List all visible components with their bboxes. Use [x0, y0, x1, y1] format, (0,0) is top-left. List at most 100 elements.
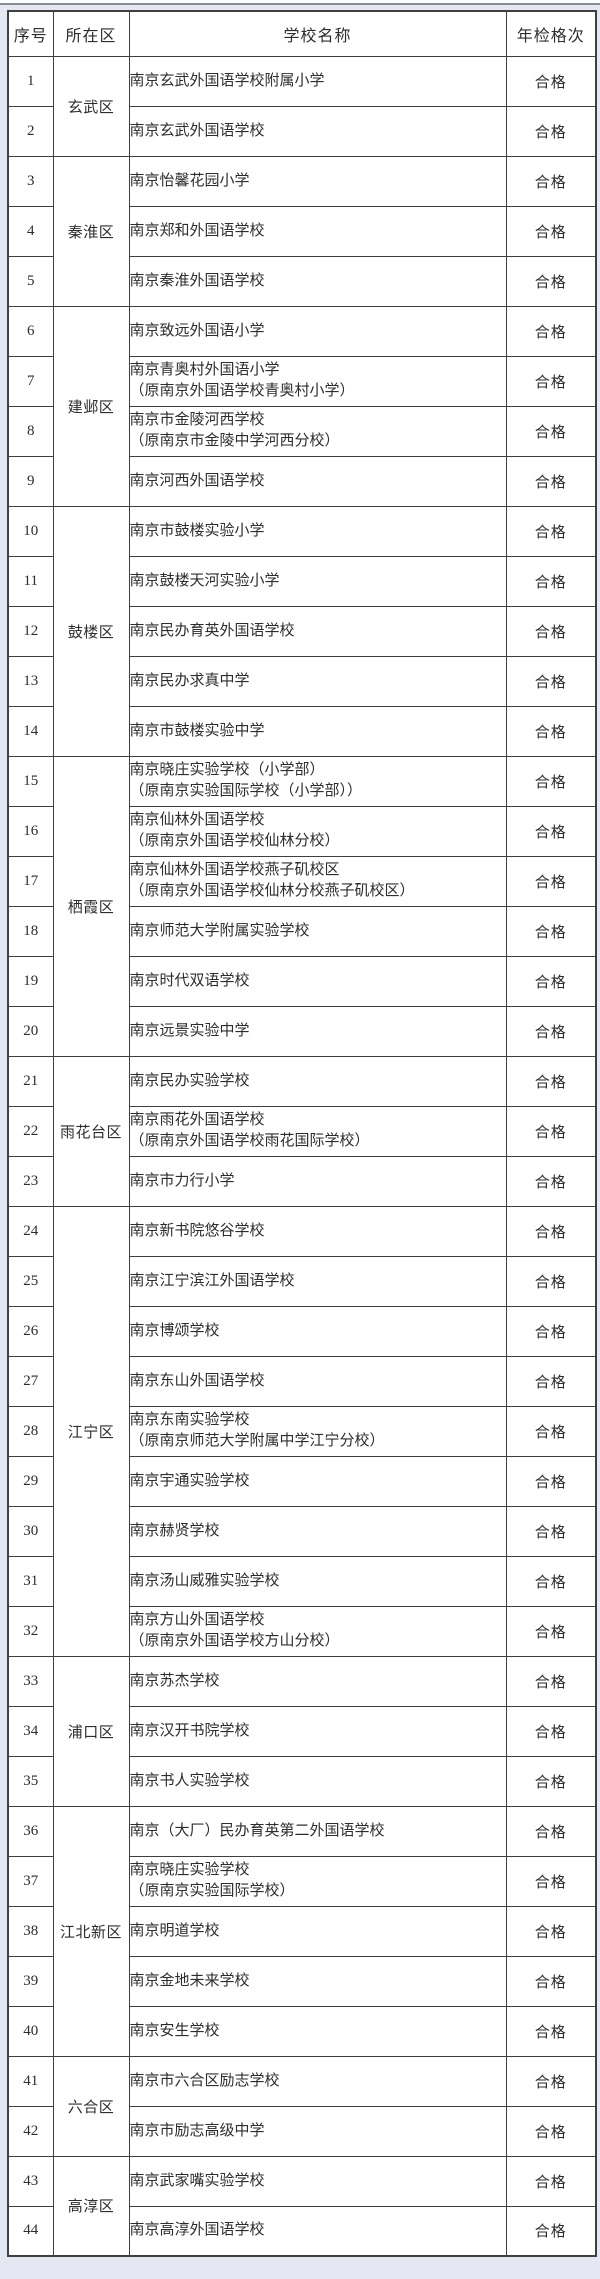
table-row: 7 南京青奥村外国语小学 （原南京外国语学校青奥村小学） 合格: [7, 355, 597, 407]
school-name: 南京民办育英外国语学校: [129, 622, 295, 639]
school-name-cell: 南京远景实验中学: [128, 1005, 507, 1057]
row-seq-cell: 18: [7, 905, 54, 957]
inspection-status-cell: 合格: [505, 2155, 597, 2207]
row-seq-cell: 39: [7, 1955, 54, 2007]
school-name-cell: 南京汉开书院学校: [128, 1705, 507, 1757]
school-name-cell: 南京市力行小学: [128, 1155, 507, 1207]
table-row: 44 南京高淳外国语学校 合格: [7, 2205, 597, 2257]
table-row: 37 南京晓庄实验学校 （原南京实验国际学校） 合格: [7, 1855, 597, 1907]
school-name: 南京汤山威雅实验学校: [129, 1572, 280, 1589]
row-seq-cell: 40: [7, 2005, 54, 2057]
inspection-status-cell: 合格: [505, 1055, 597, 1107]
col-header-seq: 序号: [7, 10, 54, 57]
school-name-cell: 南京博颂学校: [128, 1305, 507, 1357]
row-seq-cell: 42: [7, 2105, 54, 2157]
school-name: 南京安生学校: [129, 2022, 220, 2039]
school-name: 南京晓庄实验学校: [129, 1862, 250, 1878]
top-divider-rule: [0, 3, 600, 5]
table-row: 27 南京东山外国语学校 合格: [7, 1355, 597, 1407]
school-name-cell: 南京时代双语学校: [128, 955, 507, 1007]
row-seq-cell: 8: [7, 405, 54, 457]
row-seq-cell: 43: [7, 2155, 54, 2207]
inspection-status-cell: 合格: [505, 1305, 597, 1357]
school-former-name: （原南京实验国际学校（小学部））: [129, 783, 363, 799]
school-name: 南京师范大学附属实验学校: [129, 922, 310, 939]
school-name-cell: 南京安生学校: [128, 2005, 507, 2057]
school-name-cell: 南京民办求真中学: [128, 655, 507, 707]
col-header-school-name: 学校名称: [128, 10, 507, 57]
school-name-cell: 南京雨花外国语学校 （原南京外国语学校雨花国际学校）: [128, 1105, 507, 1157]
district-cell: 秦淮区: [52, 155, 130, 307]
school-name-cell: 南京师范大学附属实验学校: [128, 905, 507, 957]
table-row: 30 南京赫贤学校 合格: [7, 1505, 597, 1557]
school-name: 南京怡馨花园小学: [129, 172, 250, 189]
row-seq-cell: 15: [7, 755, 54, 807]
row-seq-cell: 10: [7, 505, 54, 557]
school-name: 南京时代双语学校: [129, 972, 250, 989]
inspection-status-cell: 合格: [505, 1255, 597, 1307]
school-name-cell: 南京新书院悠谷学校: [128, 1205, 507, 1257]
row-seq-cell: 24: [7, 1205, 54, 1257]
school-name-cell: 南京武家嘴实验学校: [128, 2155, 507, 2207]
school-name: 南京市励志高级中学: [129, 2122, 265, 2139]
table-row: 32 南京方山外国语学校 （原南京外国语学校方山分校） 合格: [7, 1605, 597, 1657]
school-name-cell: 南京市鼓楼实验小学: [128, 505, 507, 557]
district-cell: 六合区: [52, 2055, 130, 2157]
inspection-status-cell: 合格: [505, 1555, 597, 1607]
col-header-district: 所在区: [52, 10, 130, 57]
table-row: 40 南京安生学校 合格: [7, 2005, 597, 2057]
inspection-status-cell: 合格: [505, 905, 597, 957]
table-row: 3 秦淮区 南京怡馨花园小学 合格: [7, 155, 597, 307]
table-row: 14 南京市鼓楼实验中学 合格: [7, 705, 597, 757]
row-seq-cell: 33: [7, 1655, 54, 1707]
district-cell: 浦口区: [52, 1655, 130, 1807]
school-name-cell: 南京赫贤学校: [128, 1505, 507, 1557]
school-table-body: 1 玄武区 南京玄武外国语学校附属小学 合格 2 南京玄武外国语学校 合格 3 秦淮区 南京怡馨花…: [7, 55, 597, 2257]
table-row: 6 建邺区 南京致远外国语小学 合格: [7, 305, 597, 507]
school-former-name: （原南京外国语学校仙林分校燕子矶校区）: [129, 883, 415, 899]
table-row: 21 雨花台区 南京民办实验学校 合格: [7, 1055, 597, 1207]
col-header-inspection-result: 年检格次: [505, 10, 597, 57]
school-name-cell: 南京玄武外国语学校: [128, 105, 507, 157]
school-name: 南京市力行小学: [129, 1172, 235, 1189]
row-seq-cell: 17: [7, 855, 54, 907]
school-name-cell: 南京秦淮外国语学校: [128, 255, 507, 307]
table-row: 22 南京雨花外国语学校 （原南京外国语学校雨花国际学校） 合格: [7, 1105, 597, 1157]
table-row: 9 南京河西外国语学校 合格: [7, 455, 597, 507]
school-name: 南京市金陵河西学校: [129, 412, 265, 428]
school-name: 南京仙林外国语学校燕子矶校区: [129, 862, 340, 878]
school-name: 南京民办实验学校: [129, 1072, 250, 1089]
table-row: 29 南京宇通实验学校 合格: [7, 1455, 597, 1507]
table-row: 25 南京江宁滨江外国语学校 合格: [7, 1255, 597, 1307]
inspection-status-cell: 合格: [505, 55, 597, 107]
inspection-status-cell: 合格: [505, 855, 597, 907]
school-former-name: （原南京实验国际学校）: [129, 1883, 295, 1899]
row-seq-cell: 41: [7, 2055, 54, 2107]
row-seq-cell: 35: [7, 1755, 54, 1807]
row-seq-cell: 25: [7, 1255, 54, 1307]
school-name-cell: 南京仙林外国语学校 （原南京外国语学校仙林分校）: [128, 805, 507, 857]
row-seq-cell: 16: [7, 805, 54, 857]
school-name: 南京东山外国语学校: [129, 1372, 265, 1389]
school-name-cell: 南京鼓楼天河实验小学: [128, 555, 507, 607]
school-former-name: （原南京外国语学校青奥村小学）: [129, 383, 355, 399]
school-name: 南京博颂学校: [129, 1322, 220, 1339]
inspection-status-cell: 合格: [505, 1605, 597, 1657]
inspection-status-cell: 合格: [505, 355, 597, 407]
table-row: 4 南京郑和外国语学校 合格: [7, 205, 597, 257]
table-row: 23 南京市力行小学 合格: [7, 1155, 597, 1207]
school-name-cell: 南京仙林外国语学校燕子矶校区 （原南京外国语学校仙林分校燕子矶校区）: [128, 855, 507, 907]
school-name: 南京金地未来学校: [129, 1972, 250, 1989]
school-name-cell: 南京青奥村外国语小学 （原南京外国语学校青奥村小学）: [128, 355, 507, 407]
row-seq-cell: 37: [7, 1855, 54, 1907]
school-name-cell: 南京玄武外国语学校附属小学: [128, 55, 507, 107]
school-name: 南京市鼓楼实验中学: [129, 722, 265, 739]
row-seq-cell: 38: [7, 1905, 54, 1957]
table-row: 5 南京秦淮外国语学校 合格: [7, 255, 597, 307]
row-seq-cell: 21: [7, 1055, 54, 1107]
table-row: 39 南京金地未来学校 合格: [7, 1955, 597, 2007]
row-seq-cell: 34: [7, 1705, 54, 1757]
school-name: 南京苏杰学校: [129, 1672, 220, 1689]
school-name-cell: 南京江宁滨江外国语学校: [128, 1255, 507, 1307]
school-name-cell: 南京市金陵河西学校 （原南京市金陵中学河西分校）: [128, 405, 507, 457]
